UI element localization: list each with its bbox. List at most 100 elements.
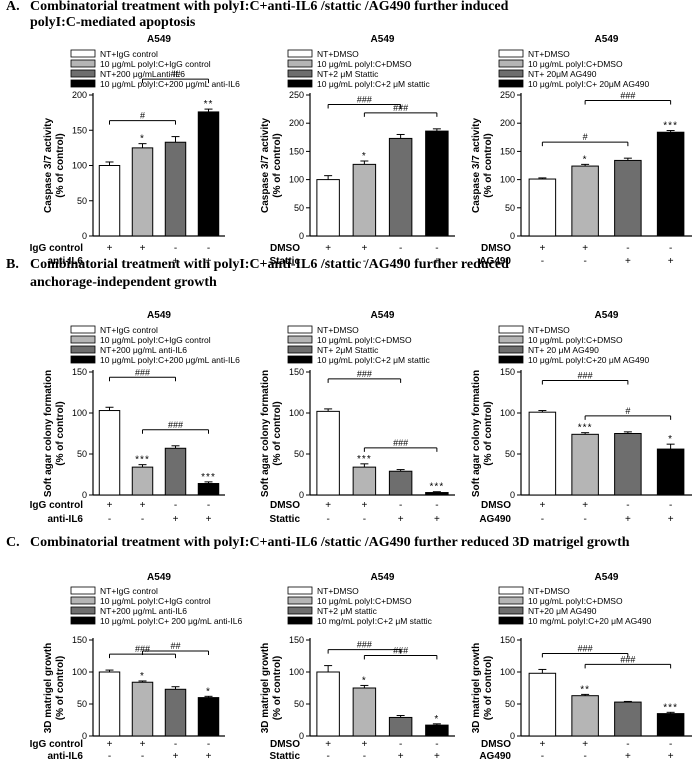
treatment-sign: - <box>626 739 629 750</box>
legend-swatch <box>70 355 96 364</box>
significance-mark: * <box>140 134 145 145</box>
treatment-sign: + <box>361 739 367 750</box>
legend-swatch <box>287 69 313 78</box>
treatment-row-label: DMSO <box>270 500 300 511</box>
bracket-label: ### <box>168 420 183 430</box>
treatment-sign: - <box>399 739 402 750</box>
legend-entry: 10 mg/mL polyI:C+2 μM stattic <box>317 616 433 626</box>
section-title-line: Combinatorial treatment with polyI:C+ant… <box>30 535 630 550</box>
bracket-label: ## <box>170 641 180 651</box>
bar <box>131 466 154 496</box>
y-tick-label: 100 <box>500 667 515 677</box>
treatment-sign: - <box>541 256 544 267</box>
y-tick-label: 150 <box>72 125 87 135</box>
significance-mark: * <box>434 714 439 725</box>
treatment-sign: + <box>582 243 588 254</box>
significance-mark: *** <box>135 455 150 466</box>
y-tick-label: 200 <box>500 118 515 128</box>
bar <box>656 713 685 737</box>
treatment-sign: - <box>399 243 402 254</box>
y-tick-label: 150 <box>289 635 304 645</box>
treatment-sign: + <box>668 514 674 525</box>
section-heading-1: B. Combinatorial treatment with polyI:C+a… <box>6 257 509 290</box>
legend-entry: NT+2 μM stattic <box>317 606 378 616</box>
treatment-sign: + <box>206 514 212 525</box>
y-tick-label: 100 <box>289 408 304 418</box>
bar <box>388 716 413 737</box>
treatment-row-label: DMSO <box>481 243 511 254</box>
treatment-sign: - <box>207 243 210 254</box>
y-axis-label: Soft agar colony formation <box>43 370 54 497</box>
treatment-row-label: Stattic <box>269 514 300 525</box>
bar <box>131 681 154 737</box>
significance-mark: *** <box>357 454 372 465</box>
y-axis-label: (% of control) <box>272 401 283 465</box>
legend-swatch <box>70 345 96 354</box>
treatment-sign: + <box>539 500 545 511</box>
legend-swatch <box>287 325 313 334</box>
treatment-sign: - <box>541 751 544 762</box>
y-tick-label: 0 <box>510 231 515 241</box>
legend-entry: 10 μg/mL polyI:C+DMSO <box>317 596 412 606</box>
y-tick-label: 50 <box>294 203 304 213</box>
legend-entry: NT+ 20 μM AG490 <box>528 345 599 355</box>
bar <box>352 163 377 237</box>
bar <box>98 410 121 496</box>
treatment-sign: - <box>108 514 111 525</box>
treatment-sign: - <box>363 256 366 267</box>
treatment-row-label: anti-IL6 <box>47 751 83 762</box>
legend-swatch <box>498 596 524 605</box>
bar <box>98 671 121 737</box>
treatment-row-label: IgG control <box>30 500 84 511</box>
y-tick-label: 150 <box>500 367 515 377</box>
y-tick-label: 250 <box>500 90 515 100</box>
legend-entry: NT+ 2μM Stattic <box>317 345 379 355</box>
treatment-sign: + <box>434 751 440 762</box>
treatment-sign: + <box>582 739 588 750</box>
treatment-sign: - <box>174 739 177 750</box>
significance-mark: * <box>206 686 211 697</box>
y-tick-label: 0 <box>82 490 87 500</box>
legend-entry: NT+IgG control <box>100 49 158 59</box>
bracket-label: ### <box>578 371 593 381</box>
y-tick-label: 100 <box>289 667 304 677</box>
y-tick-label: 50 <box>505 699 515 709</box>
legend-swatch <box>287 335 313 344</box>
bracket-label: ### <box>620 91 635 101</box>
bar <box>528 411 557 496</box>
legend-swatch <box>287 79 313 88</box>
legend-entry: 10 μg/mL polyI:C+DMSO <box>317 335 412 345</box>
chart-title: A549 <box>371 34 395 45</box>
treatment-sign: + <box>107 500 113 511</box>
bar <box>316 410 340 496</box>
treatment-sign: + <box>668 256 674 267</box>
y-tick-label: 0 <box>299 731 304 741</box>
treatment-row-label: DMSO <box>481 739 511 750</box>
legend-swatch <box>498 616 524 625</box>
treatment-sign: - <box>669 243 672 254</box>
legend-swatch <box>498 335 524 344</box>
bracket-label: ### <box>357 369 372 379</box>
bar <box>388 470 413 496</box>
section-label: B. <box>6 257 19 272</box>
legend-swatch <box>498 325 524 334</box>
bar <box>528 178 557 237</box>
legend-swatch <box>287 49 313 58</box>
section-title-line: Combinatorial treatment with polyI:C+ant… <box>30 0 509 14</box>
bracket-label: ### <box>135 367 150 377</box>
y-tick-label: 100 <box>72 161 87 171</box>
y-axis-label: (% of control) <box>272 656 283 720</box>
y-tick-label: 0 <box>299 231 304 241</box>
legend-swatch <box>70 325 96 334</box>
legend-entry: 10 μg/mL polyI:C+DMSO <box>317 59 412 69</box>
treatment-sign: + <box>173 514 179 525</box>
legend-swatch <box>287 345 313 354</box>
significance-mark: * <box>668 434 673 445</box>
bar <box>352 466 377 496</box>
legend-entry: 10 μg/mL polyI:C+IgG control <box>100 59 211 69</box>
legend-entry: NT+20 μM AG490 <box>528 606 597 616</box>
legend-swatch <box>498 49 524 58</box>
